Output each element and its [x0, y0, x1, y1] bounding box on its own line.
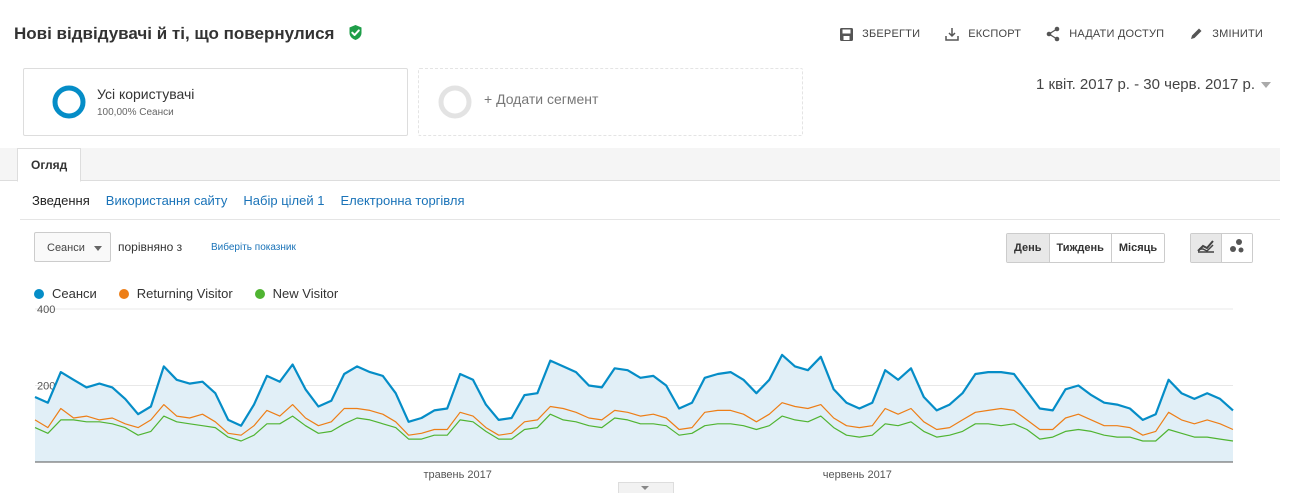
- sessions-line-chart[interactable]: 400 200 травень 2017 червень 2017: [0, 300, 1295, 492]
- choose-metric-link[interactable]: Виберіть показник: [211, 242, 296, 253]
- save-button[interactable]: ЗБЕРЕГТИ: [839, 26, 920, 42]
- legend-item-returning[interactable]: Returning Visitor: [118, 286, 233, 301]
- report-actions: ЗБЕРЕГТИ ЕКСПОРТ НАДАТИ ДОСТУП ЗМІНИТИ: [839, 26, 1263, 42]
- subnav-site-usage[interactable]: Використання сайту: [105, 193, 228, 208]
- date-range-picker[interactable]: 1 квіт. 2017 р. - 30 черв. 2017 р.: [1036, 76, 1255, 93]
- export-label: ЕКСПОРТ: [968, 28, 1022, 40]
- period-toggle: День Тиждень Місяць: [1006, 233, 1166, 263]
- download-icon: [944, 26, 960, 42]
- edit-button[interactable]: ЗМІНИТИ: [1188, 26, 1263, 42]
- series-line-sessions: [34, 353, 1234, 427]
- share-button[interactable]: НАДАТИ ДОСТУП: [1045, 26, 1164, 42]
- report-title-text: Нові відвідувачі й ті, що повернулися: [14, 24, 335, 43]
- legend-dot: [118, 288, 129, 299]
- report-header: Нові відвідувачі й ті, що повернулися ЗБ…: [0, 0, 1295, 62]
- line-chart-icon: [1197, 239, 1215, 258]
- chevron-down-icon: [641, 486, 649, 490]
- y-tick-label: 200: [37, 381, 55, 393]
- legend-item-new[interactable]: New Visitor: [254, 286, 339, 301]
- legend-label: Returning Visitor: [136, 286, 233, 301]
- legend-dot: [34, 288, 44, 299]
- bubble-chart-icon: [1228, 238, 1246, 259]
- motion-chart-button[interactable]: [1221, 234, 1252, 262]
- tab-overview[interactable]: Огляд: [17, 148, 82, 182]
- report-title: Нові відвідувачі й ті, що повернулися: [14, 24, 364, 46]
- series-line-new: [34, 413, 1234, 442]
- chart-panel: [20, 219, 1280, 493]
- export-button[interactable]: ЕКСПОРТ: [944, 26, 1021, 42]
- tab-strip: Огляд: [0, 148, 1280, 182]
- legend-label: Сеанси: [52, 286, 97, 301]
- period-day-button[interactable]: День: [1007, 234, 1049, 262]
- save-label: ЗБЕРЕГТИ: [862, 28, 921, 40]
- subnav-summary[interactable]: Зведення: [32, 193, 90, 208]
- metric-select[interactable]: Сеанси: [34, 232, 111, 262]
- chevron-down-icon[interactable]: [1261, 82, 1271, 88]
- legend-label: New Visitor: [272, 286, 339, 301]
- add-segment-button[interactable]: + Додати сегмент: [418, 68, 803, 136]
- y-tick-label: 400: [37, 304, 55, 316]
- legend-item-sessions[interactable]: Сеанси: [34, 286, 97, 301]
- chevron-down-icon: [94, 246, 102, 251]
- chart-expand-handle[interactable]: [618, 482, 674, 493]
- segment-all-users[interactable]: Усі користувачі 100,00% Сеанси: [23, 68, 408, 136]
- share-icon: [1045, 26, 1061, 42]
- segment-detail: 100,00% Сеанси: [97, 107, 174, 118]
- subnav-ecommerce[interactable]: Електронна торгівля: [340, 193, 465, 208]
- donut-icon: [51, 84, 87, 125]
- series-line-returning: [34, 402, 1234, 436]
- chart-legend: Сеанси Returning Visitor New Visitor: [34, 286, 338, 301]
- subnav-goal-set[interactable]: Набір цілей 1: [243, 193, 325, 208]
- edit-label: ЗМІНИТИ: [1212, 28, 1263, 40]
- add-segment-label: + Додати сегмент: [484, 91, 599, 107]
- segment-name: Усі користувачі: [97, 86, 195, 102]
- check-circle-icon: [347, 24, 364, 46]
- x-tick-label: червень 2017: [823, 469, 892, 481]
- period-month-button[interactable]: Місяць: [1110, 234, 1165, 262]
- share-label: НАДАТИ ДОСТУП: [1069, 28, 1165, 40]
- compare-text: порівняно з: [118, 240, 183, 254]
- period-week-button[interactable]: Тиждень: [1048, 234, 1111, 262]
- explorer-subnav: Зведення Використання сайту Набір цілей …: [32, 193, 465, 208]
- pencil-icon: [1188, 26, 1204, 42]
- line-chart-button[interactable]: [1191, 234, 1221, 262]
- x-tick-label: травень 2017: [423, 469, 491, 481]
- empty-donut-icon: [437, 84, 473, 125]
- chart-type-toggle: [1190, 233, 1253, 263]
- metric-select-value: Сеанси: [47, 242, 85, 254]
- legend-dot: [254, 288, 265, 299]
- save-icon: [839, 27, 854, 42]
